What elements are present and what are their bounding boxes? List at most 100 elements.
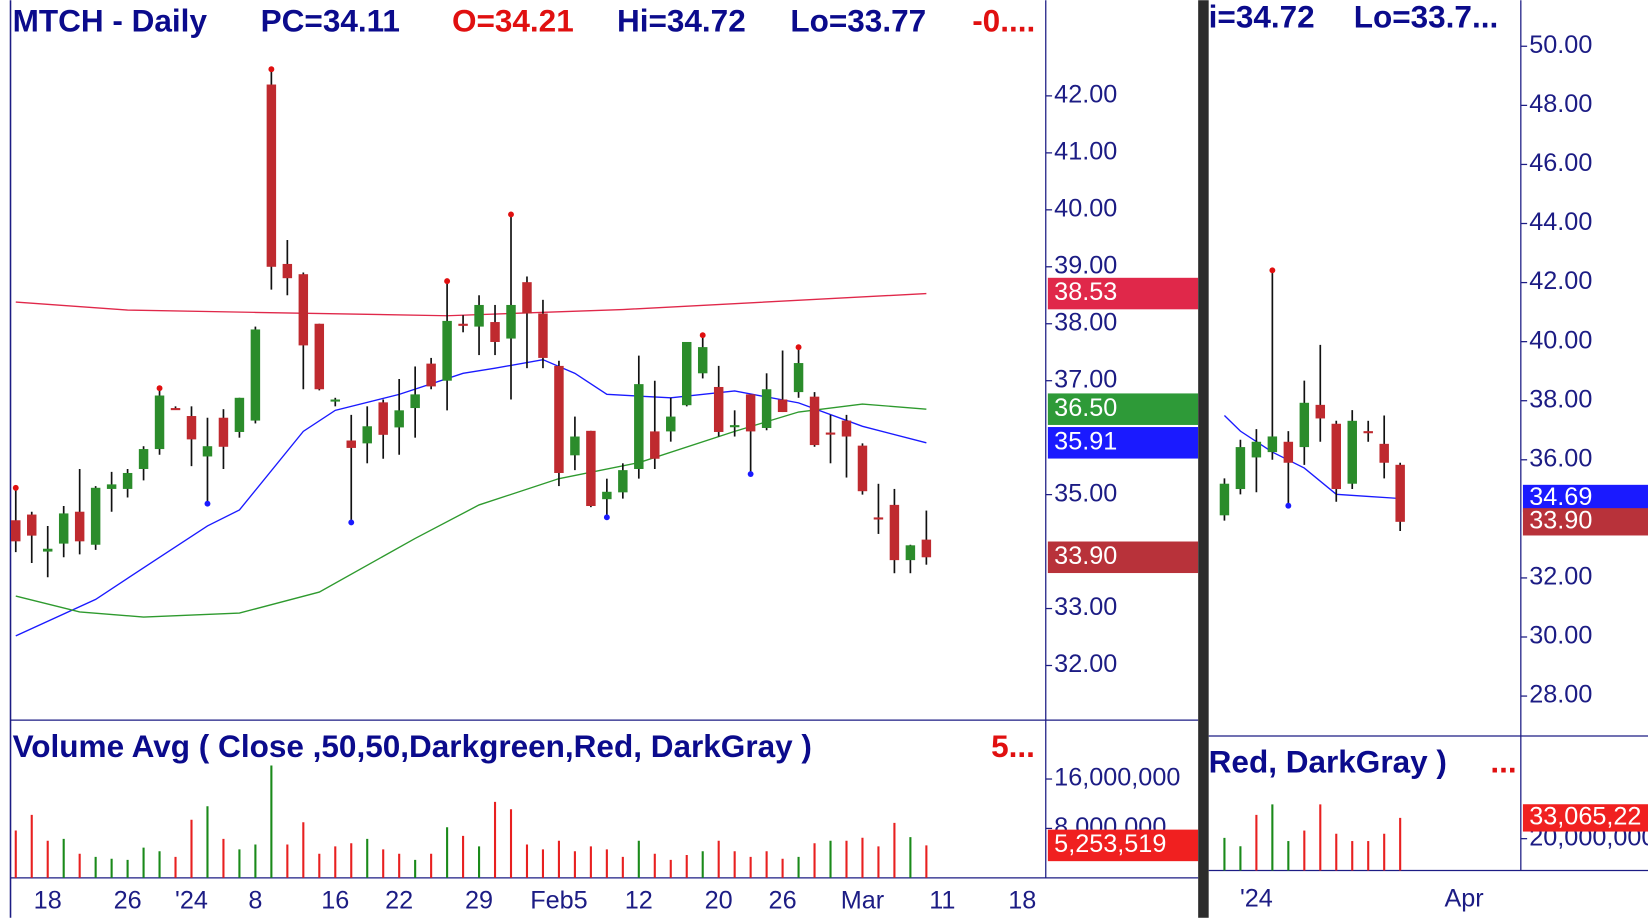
candle-body (410, 394, 420, 409)
panel-side: 32.00 33.00 35.00 37.00 38.00 39.00 40.00 41.00… (34, 81, 1199, 915)
candle-body (154, 395, 165, 450)
header: MTCH - Daily PC=34.11 O=34.21 Hi=34.72 Lo=33… (13, 3, 1036, 39)
value-tag (1522, 484, 1648, 513)
candle-body (202, 446, 213, 457)
candle-body (1299, 402, 1310, 448)
x-tick-label: 26 (114, 887, 142, 915)
x-tick-label: '24 (175, 887, 208, 915)
moving-average-line (15, 292, 927, 317)
candle-body (1251, 441, 1262, 458)
value-tag-label: 35.91 (1054, 427, 1117, 455)
y-tick-label: 36.00 (1529, 444, 1592, 472)
candle-body (106, 484, 117, 489)
candle-body (554, 365, 564, 473)
candle-body (618, 470, 628, 493)
price-plot (11, 66, 932, 637)
moving-average-line (1223, 414, 1401, 500)
x-tick-label: 18 (34, 887, 62, 915)
swing-low-dot (603, 514, 610, 521)
swing-high-dot (699, 332, 706, 339)
candle-body (538, 313, 548, 358)
value-tag-label: 5,253,519 (1054, 830, 1166, 858)
x-tick-label: 12 (625, 887, 653, 915)
candle-body (841, 420, 852, 437)
candle-body (506, 304, 516, 339)
candle-body (905, 545, 916, 561)
candle-body (889, 504, 900, 561)
header-item: PC=34.11 (261, 3, 400, 39)
x-tick-label: Apr (1444, 885, 1483, 913)
candle-body (42, 548, 53, 552)
candle-body (122, 472, 133, 489)
candle-body (218, 417, 229, 447)
value-tag (1047, 427, 1199, 459)
candle-body (697, 347, 708, 374)
candle-body (170, 408, 181, 411)
header-item: MTCH - Daily (13, 3, 208, 39)
volume-title-suffix: 5... (991, 728, 1035, 764)
y-tick-label: 28.00 (1529, 681, 1592, 709)
candle-body (825, 432, 836, 435)
moving-average-line (15, 358, 927, 637)
value-tag-label: 36.50 (1054, 394, 1117, 422)
y-tick-label: 40.00 (1529, 326, 1592, 354)
candle-body (1363, 431, 1373, 434)
value-tag (1047, 393, 1199, 425)
candle-body (793, 363, 804, 393)
y-tick-label: 42.00 (1054, 81, 1117, 109)
header-item: i=34.72 (1209, 0, 1315, 35)
candle-body (474, 304, 484, 327)
candle-body (761, 389, 772, 428)
candle-body (873, 517, 884, 520)
candle-body (58, 513, 69, 544)
candle-body (713, 386, 724, 432)
x-tick-label: Mar (841, 887, 884, 915)
candle-body (602, 491, 612, 500)
header-item: O=34.21 (452, 3, 574, 39)
x-tick-label: 11 (929, 887, 955, 915)
candle-body (634, 384, 644, 469)
volume-title-suffix: ... (1490, 744, 1516, 780)
x-tick-label: 29 (465, 887, 493, 915)
y-tick-label: 37.00 (1054, 365, 1117, 393)
value-tag (1047, 829, 1199, 862)
header-item: -0.... (972, 3, 1035, 39)
candle-body (234, 397, 245, 432)
candle-body (1235, 447, 1246, 490)
swing-high-dot (12, 484, 19, 491)
candle-body (1379, 443, 1389, 463)
swing-low-dot (204, 500, 211, 507)
candle-body (729, 425, 740, 428)
volume-title: Volume Avg ( Close ,50,50,Darkgreen,Red,… (13, 728, 812, 764)
header-item: Hi=34.72 (617, 3, 746, 39)
candle-body (1267, 436, 1278, 453)
candle-body (1331, 423, 1341, 490)
candle-body (745, 394, 756, 432)
candle-body (266, 84, 277, 267)
candle-body (346, 440, 356, 448)
swing-low-dot (348, 519, 355, 526)
candle-body (1219, 483, 1230, 516)
value-tag-label: 33,065,22 (1529, 803, 1641, 831)
candle-body (1283, 441, 1294, 463)
candle-body (1347, 420, 1357, 484)
x-tick-label: 18 (1008, 887, 1036, 915)
candle-body (809, 396, 820, 446)
candle-body (90, 487, 101, 545)
x-tick-label: 26 (769, 887, 797, 915)
candle-body (1395, 464, 1405, 522)
y-tick-label: 50.00 (1529, 31, 1592, 59)
candle-body (458, 323, 468, 326)
candle-body (777, 399, 788, 413)
swing-high-dot (268, 66, 275, 73)
x-tick-label: 22 (385, 887, 413, 915)
value-tag (1522, 804, 1648, 832)
candle-body (330, 399, 341, 402)
candle-body (490, 322, 500, 342)
y-tick-label: 30.00 (1529, 622, 1592, 650)
x-tick-label: 20 (705, 887, 733, 915)
candle-body (362, 426, 372, 444)
